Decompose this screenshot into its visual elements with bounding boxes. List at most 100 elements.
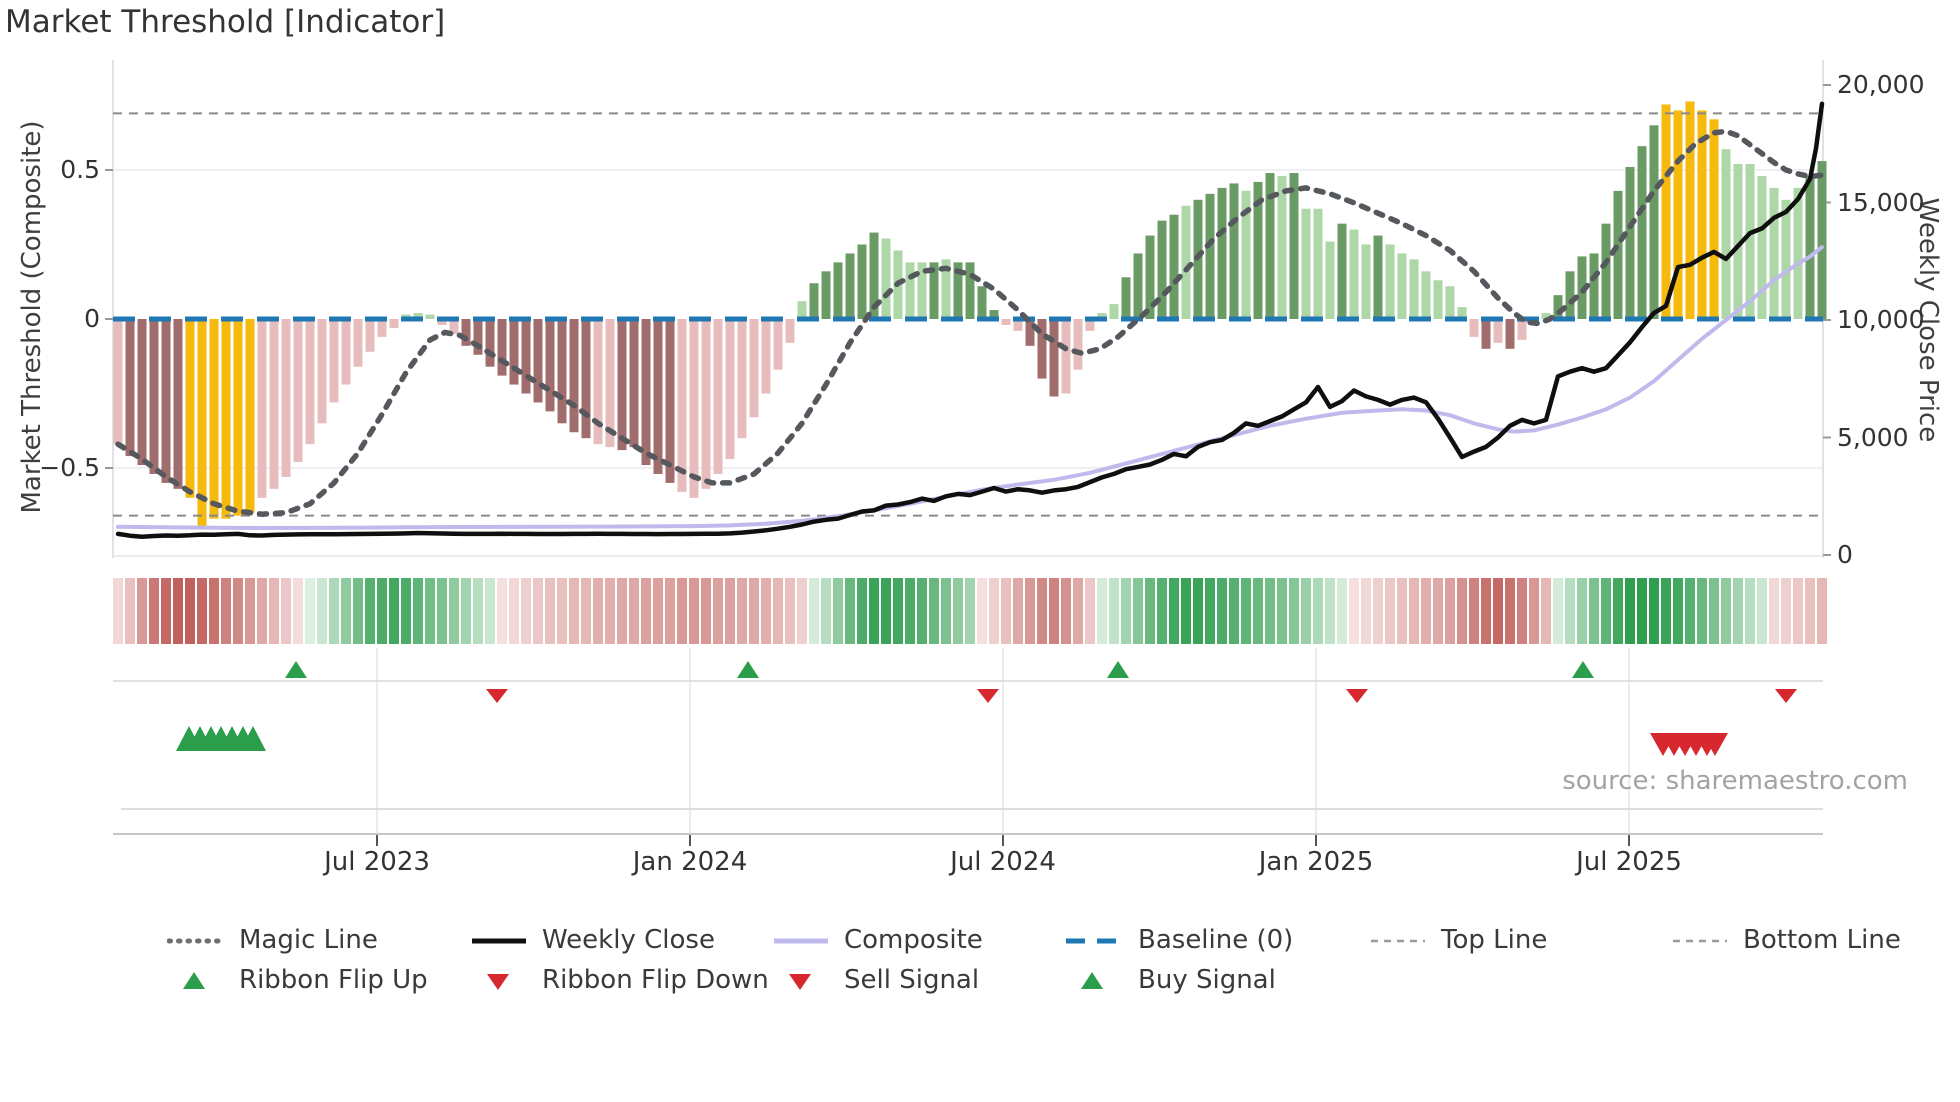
bar bbox=[653, 319, 663, 474]
ribbon-stripe bbox=[869, 578, 879, 644]
ribbon-flip-down-marker bbox=[977, 689, 999, 703]
bar bbox=[773, 319, 783, 370]
bar bbox=[749, 319, 759, 418]
ribbon-stripe bbox=[905, 578, 915, 644]
legend-label-buy-signal: Buy Signal bbox=[1138, 965, 1276, 995]
bar bbox=[1685, 101, 1695, 320]
ribbon-stripe bbox=[953, 578, 963, 644]
ribbon-stripe bbox=[209, 578, 219, 644]
bar bbox=[1673, 110, 1683, 320]
ribbon-stripe bbox=[1721, 578, 1731, 644]
ribbon-stripe bbox=[641, 578, 651, 644]
bar bbox=[857, 244, 867, 319]
legend-label-sell-signal: Sell Signal bbox=[844, 965, 980, 995]
bar bbox=[113, 319, 123, 445]
ribbon-stripe bbox=[1337, 578, 1347, 644]
bar bbox=[485, 319, 495, 367]
ribbon-stripe bbox=[1205, 578, 1215, 644]
bar bbox=[785, 319, 795, 343]
bar bbox=[1421, 271, 1431, 319]
bar bbox=[1373, 235, 1383, 319]
bar bbox=[1625, 167, 1635, 319]
ribbon-stripe bbox=[1733, 578, 1743, 644]
bar bbox=[1481, 319, 1491, 349]
ribbon-stripe bbox=[1541, 578, 1551, 644]
y-left-tick-label: −0.5 bbox=[39, 453, 100, 482]
bar bbox=[1037, 319, 1047, 379]
y-right-tick-label: 0 bbox=[1837, 540, 1853, 569]
ribbon-stripe bbox=[1781, 578, 1791, 644]
ribbon-stripe bbox=[1277, 578, 1287, 644]
bar bbox=[125, 319, 135, 457]
signal-markers bbox=[176, 661, 1797, 756]
ribbon-stripe bbox=[857, 578, 867, 644]
bar bbox=[497, 319, 507, 376]
ribbon-stripe bbox=[557, 578, 567, 644]
bar bbox=[725, 319, 735, 460]
ribbon-stripe bbox=[1025, 578, 1035, 644]
ribbon-stripe bbox=[149, 578, 159, 644]
ribbon-stripe bbox=[1601, 578, 1611, 644]
x-tick-label: Jul 2023 bbox=[324, 847, 430, 877]
ribbon-flip-up-marker bbox=[737, 661, 759, 678]
source-credit: source: sharemaestro.com bbox=[1562, 766, 1908, 796]
ribbon-stripe bbox=[677, 578, 687, 644]
bar bbox=[1325, 241, 1335, 319]
ribbon-stripe bbox=[1433, 578, 1443, 644]
bar bbox=[665, 319, 675, 483]
ribbon-stripe bbox=[1769, 578, 1779, 644]
bar bbox=[1565, 271, 1575, 319]
ribbon-stripe bbox=[533, 578, 543, 644]
ribbon-stripe bbox=[125, 578, 135, 644]
ribbon-stripe bbox=[1325, 578, 1335, 644]
bar bbox=[1793, 187, 1803, 319]
bar bbox=[1805, 175, 1815, 319]
bar bbox=[461, 319, 471, 346]
ribbon-stripe bbox=[233, 578, 243, 644]
ribbon-stripe bbox=[473, 578, 483, 644]
ribbon-stripe bbox=[197, 578, 207, 644]
bar bbox=[1073, 319, 1083, 370]
bar bbox=[1361, 244, 1371, 319]
ribbon-stripe bbox=[365, 578, 375, 644]
bar bbox=[1013, 319, 1023, 331]
ribbon-stripe bbox=[1709, 578, 1719, 644]
ribbon-stripe bbox=[1349, 578, 1359, 644]
bar bbox=[869, 232, 879, 319]
bar bbox=[1781, 199, 1791, 319]
bar bbox=[1001, 319, 1011, 325]
composite-line bbox=[116, 245, 1824, 530]
ribbon-stripe bbox=[1421, 578, 1431, 644]
bar bbox=[1613, 190, 1623, 319]
ribbon-stripe bbox=[1397, 578, 1407, 644]
bar bbox=[821, 271, 831, 319]
bar bbox=[1493, 319, 1503, 343]
ribbon-stripe bbox=[161, 578, 171, 644]
bar bbox=[1637, 146, 1647, 319]
bar bbox=[437, 319, 447, 325]
ribbon-stripe bbox=[737, 578, 747, 644]
ribbon-stripe bbox=[593, 578, 603, 644]
ribbon-stripe bbox=[185, 578, 195, 644]
bar bbox=[473, 319, 483, 355]
ribbon-stripe bbox=[773, 578, 783, 644]
bar bbox=[245, 319, 255, 513]
bar bbox=[737, 319, 747, 439]
x-tick-label: Jul 2025 bbox=[1576, 847, 1682, 877]
ribbon-stripe bbox=[437, 578, 447, 644]
ribbon-stripe bbox=[281, 578, 291, 644]
ribbon-stripe bbox=[1553, 578, 1563, 644]
bar bbox=[1205, 193, 1215, 319]
ribbon-stripe bbox=[137, 578, 147, 644]
ribbon-stripe bbox=[245, 578, 255, 644]
bar bbox=[1505, 319, 1515, 349]
bar bbox=[1241, 190, 1251, 319]
bar bbox=[1397, 253, 1407, 319]
ribbon-stripe bbox=[329, 578, 339, 644]
ribbon-stripe bbox=[1181, 578, 1191, 644]
ribbon-stripe bbox=[221, 578, 231, 644]
bar bbox=[1649, 125, 1659, 319]
ribbon-stripe bbox=[1745, 578, 1755, 644]
